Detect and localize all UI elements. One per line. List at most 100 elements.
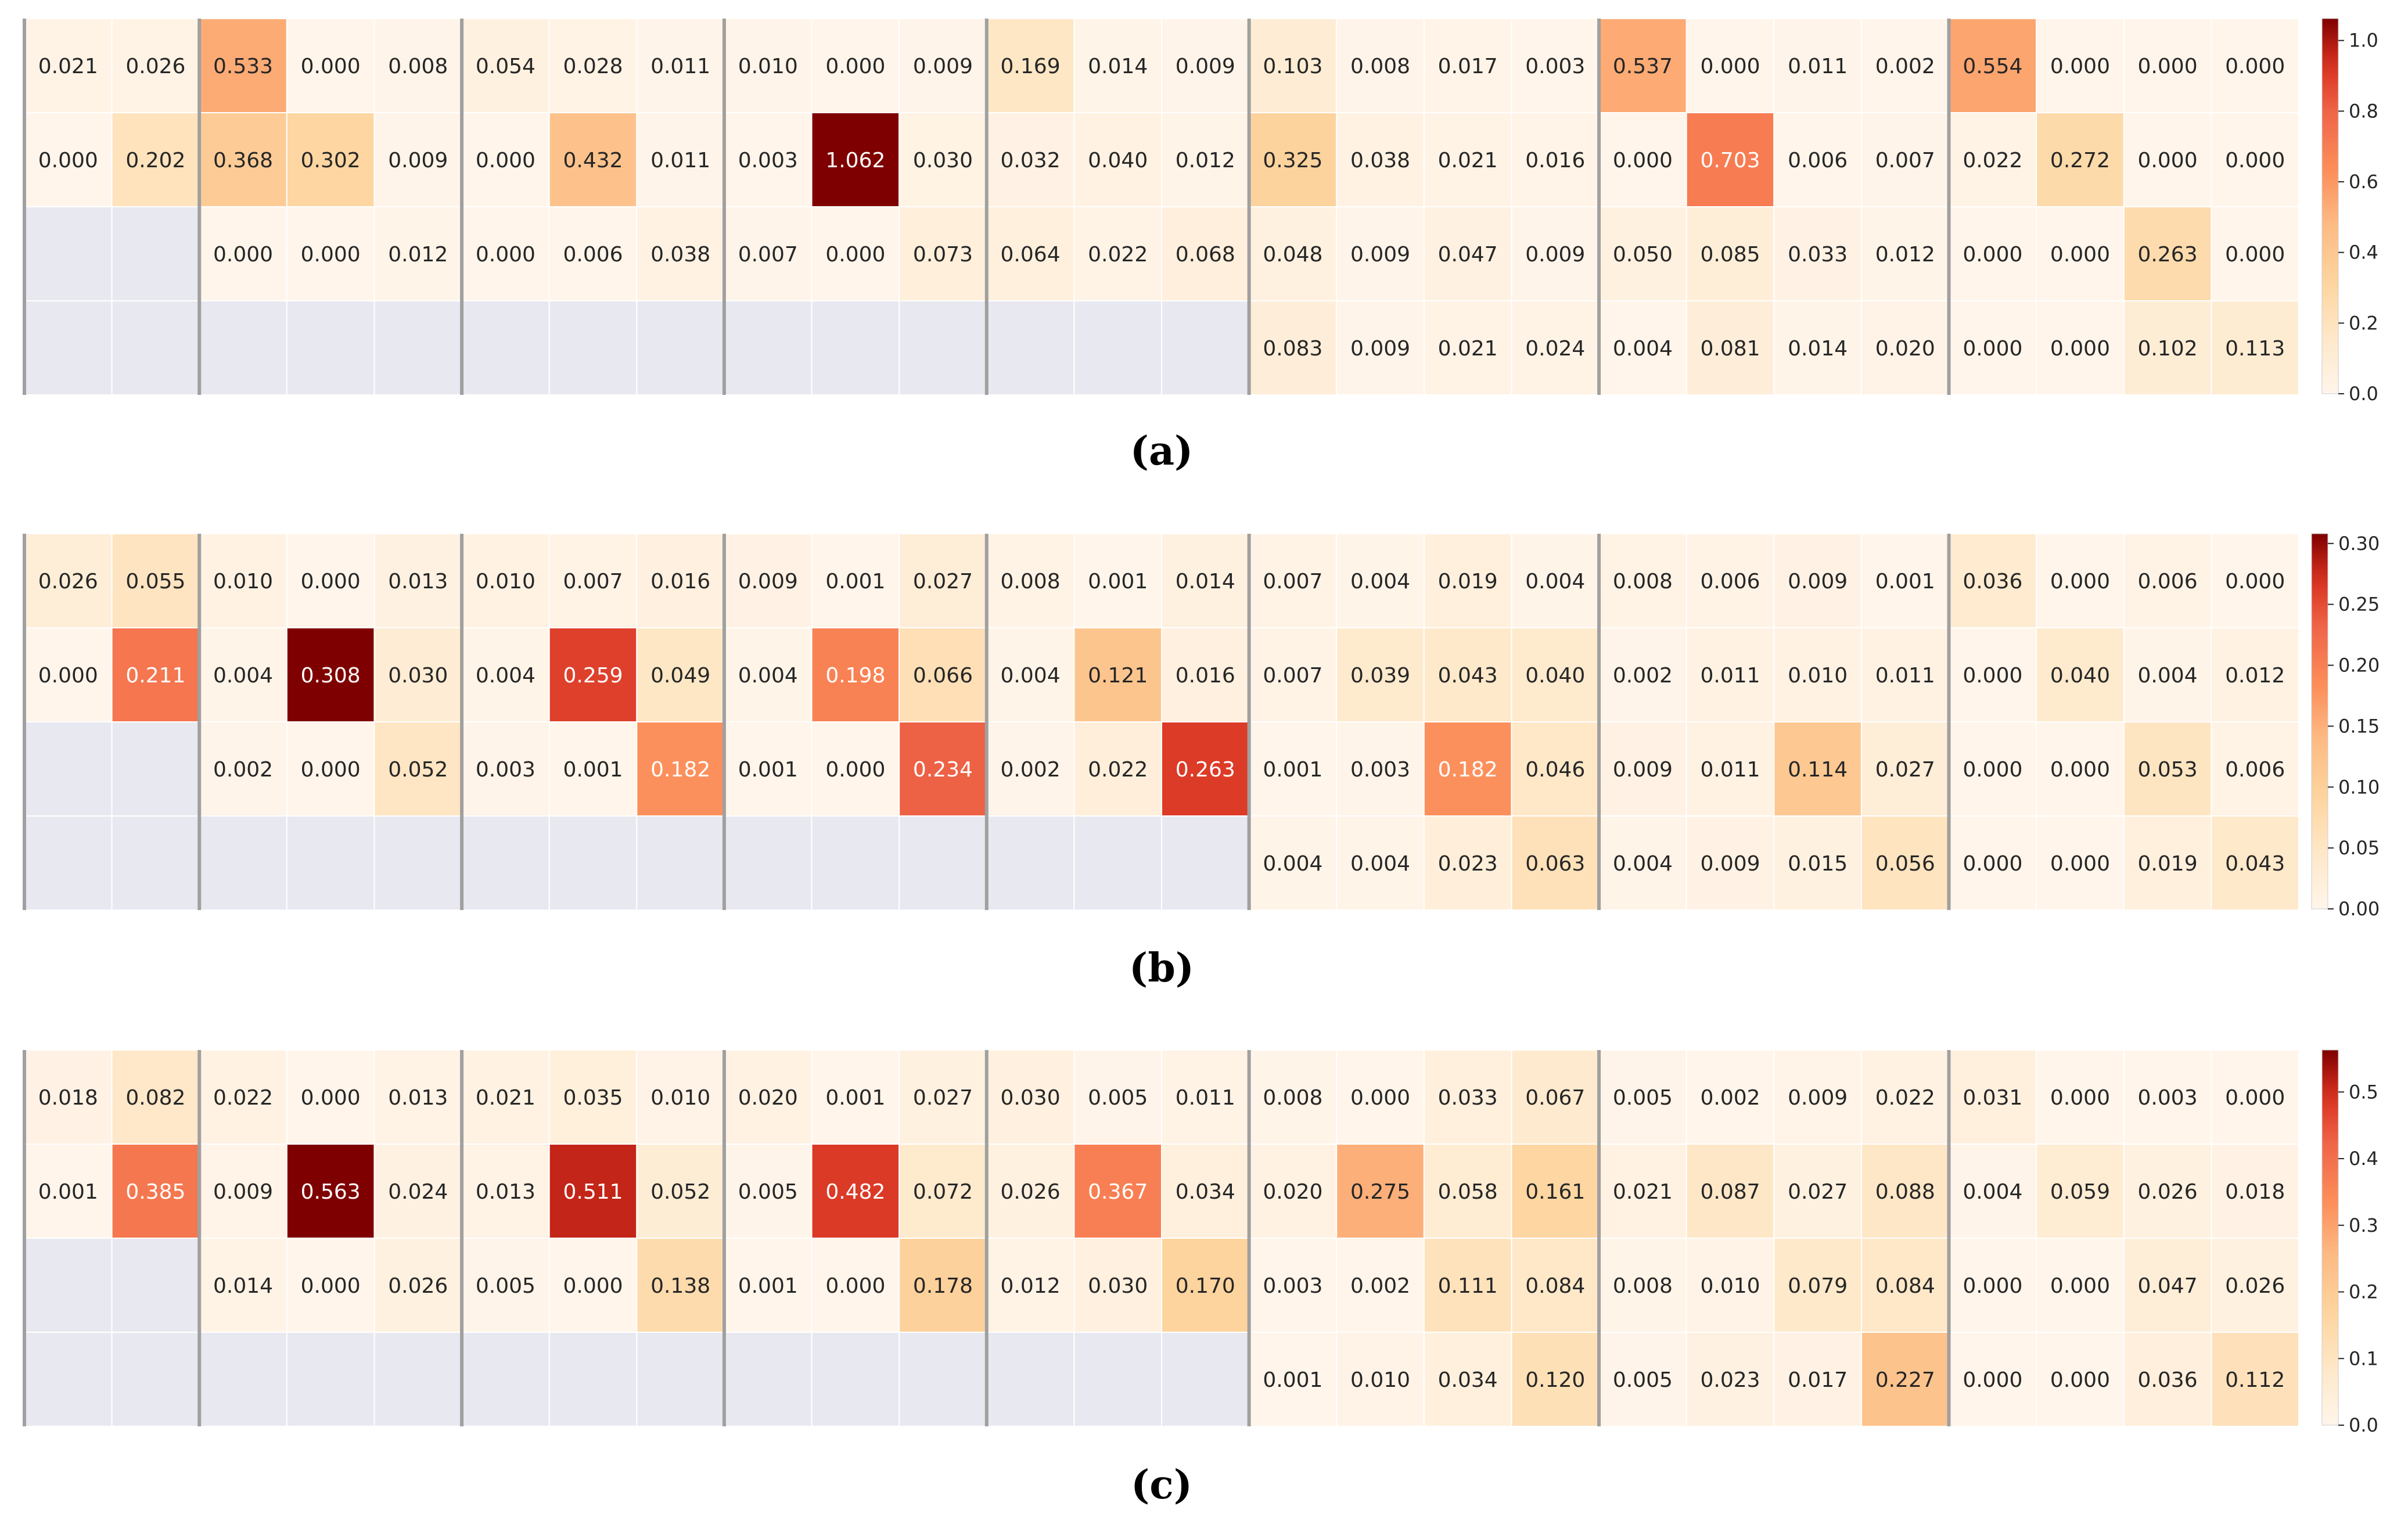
heatmap-cell-empty <box>24 300 113 395</box>
heatmap-cell <box>1948 721 2037 817</box>
heatmap-cell <box>1423 206 1512 301</box>
cell-value-label: 0.008 <box>388 55 448 78</box>
heatmap-cell-empty <box>548 300 638 395</box>
cell-value-label: 0.008 <box>1613 570 1673 594</box>
cell-value-label: 0.009 <box>738 570 798 594</box>
cell-value-label: 0.563 <box>301 1180 361 1204</box>
heatmap-cell <box>1511 533 1600 628</box>
cell-value-label: 0.003 <box>738 149 798 172</box>
cell-value-label: 0.482 <box>825 1180 885 1204</box>
colorbar-tick-label: 0.4 <box>2349 1148 2378 1170</box>
heatmap-cell <box>1948 300 2037 395</box>
heatmap-cell <box>1073 1144 1163 1239</box>
heatmap-cell <box>548 721 638 817</box>
cell-value-label: 0.022 <box>1963 149 2022 172</box>
cell-value-label: 0.114 <box>1788 758 1848 782</box>
cell-value-label: 0.011 <box>1788 55 1848 78</box>
cell-value-label: 0.003 <box>1525 55 1585 78</box>
cell-value-label: 0.554 <box>1963 55 2022 78</box>
cell-value-label: 0.000 <box>2050 758 2110 782</box>
cell-value-label: 0.367 <box>1088 1180 1148 1204</box>
heatmap-cell <box>1598 112 1687 207</box>
cell-value-label: 0.016 <box>650 570 710 594</box>
cell-value-label: 0.059 <box>2050 1180 2110 1204</box>
cell-value-label: 0.010 <box>738 55 798 78</box>
cell-value-label: 0.000 <box>2050 337 2110 361</box>
cell-value-label: 0.202 <box>125 149 185 172</box>
cell-value-label: 0.001 <box>563 758 623 782</box>
cell-value-label: 0.049 <box>650 664 710 688</box>
heatmap-cell <box>2123 1049 2212 1145</box>
cell-value-label: 0.000 <box>2225 570 2285 594</box>
cell-value-label: 0.003 <box>1350 758 1410 782</box>
cell-value-label: 0.000 <box>2225 149 2285 172</box>
heatmap-cell <box>1773 721 1862 817</box>
heatmap-cell-empty <box>986 300 1075 395</box>
heatmap-cell <box>986 1238 1075 1333</box>
heatmap-cell <box>1073 1049 1163 1145</box>
heatmap-cell <box>1073 1238 1163 1333</box>
cell-value-label: 0.432 <box>563 149 623 172</box>
heatmap-cell <box>986 1144 1075 1239</box>
cell-value-label: 0.009 <box>1525 243 1585 267</box>
cell-value-label: 0.000 <box>2225 55 2285 78</box>
cell-value-label: 0.008 <box>1350 55 1410 78</box>
cell-value-label: 0.002 <box>1001 758 1061 782</box>
heatmap-cell <box>811 1238 900 1333</box>
heatmap-cell <box>286 1238 375 1333</box>
cell-value-label: 0.016 <box>1176 664 1235 688</box>
cell-value-label: 0.016 <box>1525 149 1585 172</box>
heatmap-cell <box>1860 533 1950 628</box>
cell-value-label: 0.011 <box>1875 664 1935 688</box>
cell-value-label: 0.085 <box>1700 243 1760 267</box>
cell-value-label: 0.001 <box>738 1274 798 1298</box>
cell-value-label: 0.000 <box>301 55 361 78</box>
cell-value-label: 0.138 <box>650 1274 710 1298</box>
heatmap-cell <box>898 1049 987 1145</box>
cell-value-label: 0.019 <box>1438 570 1498 594</box>
heatmap-cell <box>461 721 550 817</box>
cell-value-label: 0.068 <box>1176 243 1235 267</box>
heatmap-cell <box>111 18 200 113</box>
heatmap-cell <box>1511 1332 1600 1427</box>
heatmap-cell <box>24 1144 113 1239</box>
heatmap-cell <box>1773 112 1862 207</box>
panel-caption: (c) <box>1131 1462 1192 1508</box>
cell-value-label: 0.021 <box>1438 337 1498 361</box>
cell-value-label: 0.000 <box>2138 55 2198 78</box>
cell-value-label: 0.026 <box>2138 1180 2198 1204</box>
cell-value-label: 0.009 <box>1788 570 1848 594</box>
cell-value-label: 0.066 <box>913 664 973 688</box>
cell-value-label: 0.001 <box>825 1086 885 1110</box>
cell-value-label: 0.034 <box>1176 1180 1235 1204</box>
cell-value-label: 0.170 <box>1176 1274 1235 1298</box>
cell-value-label: 0.000 <box>1963 1368 2022 1392</box>
cell-value-label: 0.038 <box>1350 149 1410 172</box>
cell-value-label: 0.000 <box>213 243 273 267</box>
cell-value-label: 0.027 <box>913 1086 973 1110</box>
cell-value-label: 0.263 <box>1176 758 1235 782</box>
heatmap-cell <box>1685 815 1775 911</box>
cell-value-label: 0.005 <box>738 1180 798 1204</box>
cell-value-label: 0.021 <box>476 1086 535 1110</box>
cell-value-label: 0.169 <box>1001 55 1061 78</box>
heatmap-cell <box>1336 533 1425 628</box>
heatmap-cell <box>1511 627 1600 722</box>
cell-value-label: 0.088 <box>1875 1180 1935 1204</box>
cell-value-label: 0.004 <box>1350 570 1410 594</box>
cell-value-label: 0.072 <box>913 1180 973 1204</box>
heatmap-cell <box>373 627 463 722</box>
cell-value-label: 0.004 <box>1263 852 1322 876</box>
panel-caption: (b) <box>1129 945 1194 991</box>
colorbar <box>2321 18 2339 394</box>
cell-value-label: 0.234 <box>913 758 973 782</box>
heatmap-cell <box>1598 1049 1687 1145</box>
cell-value-label: 0.021 <box>1613 1180 1673 1204</box>
cell-value-label: 0.227 <box>1875 1368 1935 1392</box>
heatmap-cell <box>1161 112 1250 207</box>
cell-value-label: 0.036 <box>1963 570 2022 594</box>
heatmap-cell <box>286 206 375 301</box>
cell-value-label: 0.063 <box>1525 852 1585 876</box>
cell-value-label: 0.021 <box>1438 149 1498 172</box>
cell-value-label: 0.002 <box>1613 664 1673 688</box>
